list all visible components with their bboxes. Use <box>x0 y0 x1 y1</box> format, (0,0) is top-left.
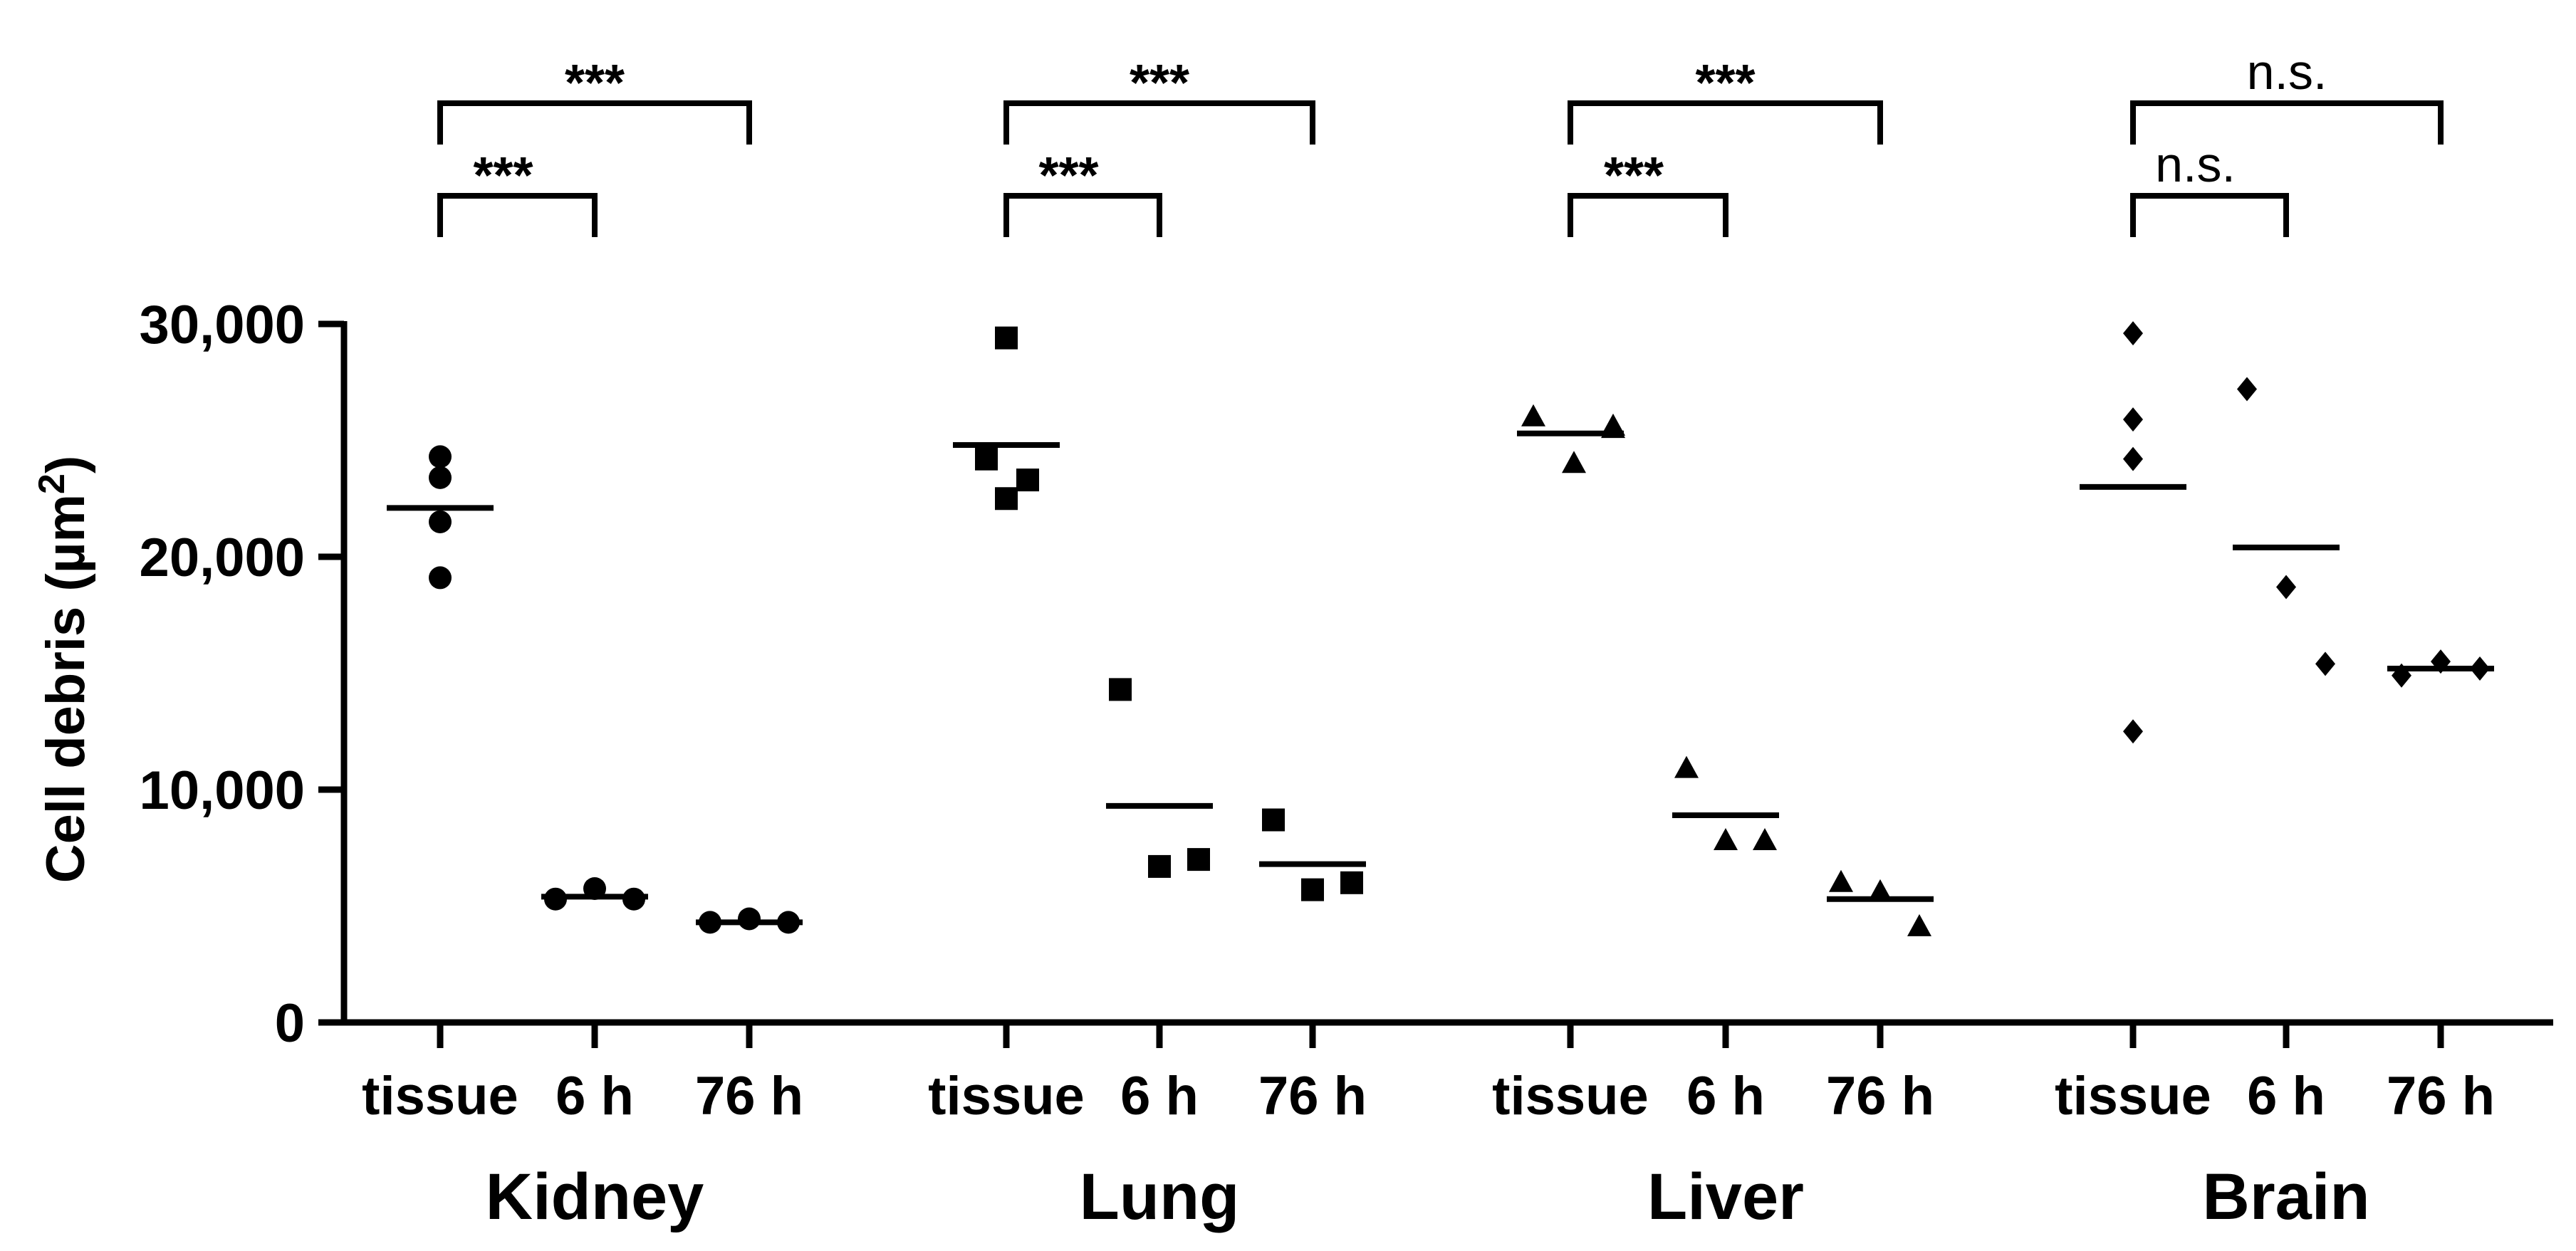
data-point <box>1187 848 1210 871</box>
significance-bracket <box>437 100 752 145</box>
data-point <box>738 907 761 931</box>
data-point <box>2276 575 2296 600</box>
y-axis-title: Cell debris (µm2) <box>31 456 96 884</box>
data-point <box>2123 321 2143 346</box>
significance-label: *** <box>1604 147 1664 204</box>
x-category-label: 6 h <box>1120 1066 1199 1126</box>
data-point <box>1521 404 1545 426</box>
data-point <box>2123 407 2143 432</box>
significance-label: *** <box>1695 55 1755 112</box>
x-category-label: 76 h <box>1258 1066 1367 1126</box>
x-category-label: 6 h <box>556 1066 634 1126</box>
data-point <box>1601 413 1625 436</box>
data-point <box>995 487 1018 511</box>
y-axis-title-sup: 2 <box>31 473 73 494</box>
significance-bracket <box>1003 193 1162 237</box>
x-group-label: Lung <box>1080 1161 1240 1233</box>
x-category-label: 6 h <box>2247 1066 2325 1126</box>
significance-label: *** <box>1038 147 1098 204</box>
data-point <box>429 566 452 590</box>
x-category-label: tissue <box>1492 1066 1649 1126</box>
data-point <box>1016 469 1039 492</box>
svg-text:Cell debris (µm2): Cell debris (µm2) <box>31 456 96 884</box>
data-point <box>995 326 1018 350</box>
significance-label: *** <box>565 55 625 112</box>
data-marks <box>387 321 2494 936</box>
significance-bracket <box>1568 100 1883 145</box>
data-point <box>1340 871 1363 894</box>
x-category-label: tissue <box>928 1066 1085 1126</box>
x-category-label: tissue <box>2055 1066 2211 1126</box>
axes <box>340 321 2553 1026</box>
x-category-label: tissue <box>362 1066 518 1126</box>
data-point <box>429 445 452 469</box>
data-point <box>2237 377 2257 402</box>
data-point <box>975 447 998 471</box>
y-axis-title-main: Cell debris (µm <box>36 494 96 883</box>
data-point <box>1109 678 1132 701</box>
data-point <box>1674 755 1699 778</box>
data-point <box>429 466 452 489</box>
data-point <box>1868 879 1892 901</box>
data-point <box>1753 827 1777 850</box>
significance-label: n.s. <box>2155 137 2236 192</box>
x-category-label: 76 h <box>1826 1066 1934 1126</box>
significance-bracket <box>1003 100 1315 145</box>
data-point <box>2123 446 2143 471</box>
significance-bracket <box>2130 193 2289 237</box>
x-category-label: 6 h <box>1686 1066 1765 1126</box>
significance-label: n.s. <box>2247 44 2327 100</box>
data-point <box>1301 878 1324 901</box>
significance-brackets: *** *** *** *** *** *** n.s.n.s. <box>437 44 2444 237</box>
y-tick-label: 30,000 <box>140 295 305 355</box>
y-axis-title-close: ) <box>36 456 96 473</box>
significance-bracket <box>437 193 598 237</box>
x-labels: tissue 6 h 76 h Kidney tissue 6 h 76 h Lung tiss… <box>362 1022 2495 1233</box>
y-tick-label: 10,000 <box>140 760 305 821</box>
data-point <box>1829 869 1853 892</box>
x-category-label: 76 h <box>2387 1066 2495 1126</box>
data-point <box>1907 914 1931 936</box>
x-category-label: 76 h <box>695 1066 803 1126</box>
data-point <box>1262 808 1285 832</box>
significance-bracket <box>2130 100 2444 145</box>
y-tick-label: 0 <box>275 993 305 1054</box>
data-point <box>1562 451 1586 473</box>
data-point <box>1148 854 1171 878</box>
significance-label: *** <box>1130 55 1189 112</box>
x-group-label: Brain <box>2202 1161 2369 1233</box>
data-point <box>429 510 452 533</box>
x-group-label: Kidney <box>486 1161 704 1233</box>
significance-label: *** <box>473 147 533 204</box>
significance-bracket <box>1568 193 1728 237</box>
data-point <box>2315 651 2335 676</box>
data-point <box>2123 719 2143 744</box>
y-tick-label: 20,000 <box>140 528 305 588</box>
data-point <box>1714 827 1738 850</box>
x-group-label: Liver <box>1647 1161 1804 1233</box>
y-ticks: 0 10,000 20,000 30,000 <box>140 295 344 1054</box>
